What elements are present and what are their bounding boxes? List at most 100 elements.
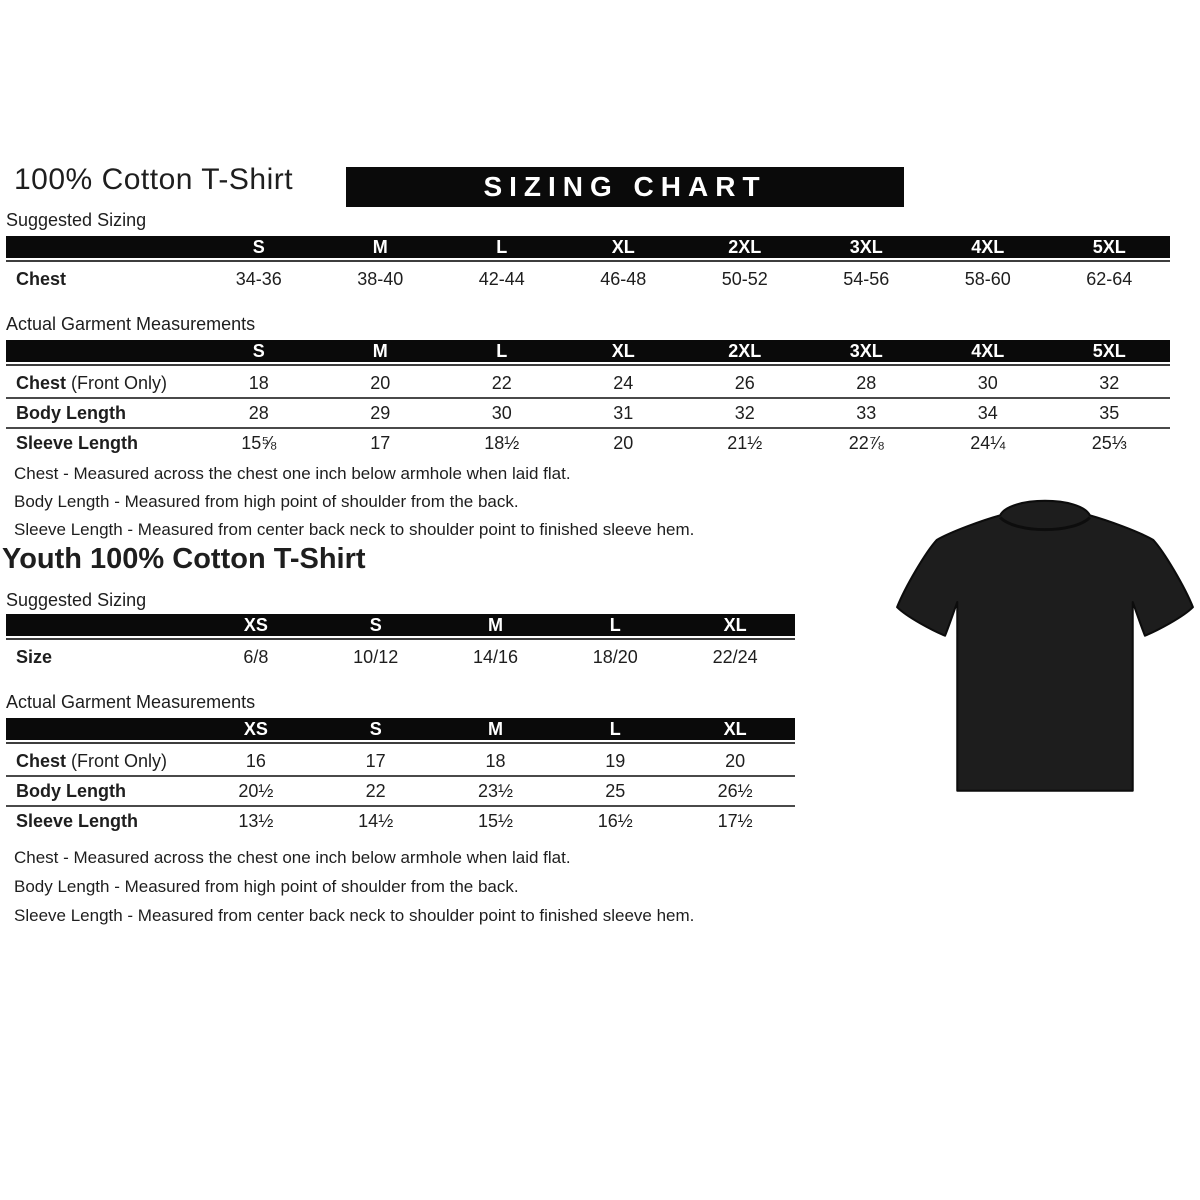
table-cell: 15½ <box>477 810 514 831</box>
row-label: Chest (Front Only) <box>16 750 168 771</box>
adult-heading: 100% Cotton T-Shirt <box>14 163 294 196</box>
adult-measurements-table: S M L XL 2XL 3XL 4XL 5XL Chest (Front Only) 18 20 2… <box>6 340 1170 457</box>
row-label-strong: Body Length <box>16 780 126 801</box>
table-cell: 31 <box>613 402 634 423</box>
row-label-strong: Body Length <box>16 402 126 423</box>
youth-suggested-table: XS S M L XL Size 6/8 10/12 14/16 18/20 22/24 <box>6 614 795 671</box>
table-cell: 50-52 <box>721 268 768 289</box>
table-cell: 15⅝ <box>241 432 277 453</box>
table-row: Chest 34-36 38-40 42-44 46-48 50-52 54-56 58-60… <box>6 265 1170 293</box>
table-cell: 26 <box>734 372 755 393</box>
table-row: Body Length 28 29 30 31 32 33 34 35 <box>6 397 1170 427</box>
table-cell: 17 <box>370 432 391 453</box>
column-header: 2XL <box>728 340 762 361</box>
column-header: S <box>369 718 382 739</box>
column-header: 4XL <box>971 236 1005 257</box>
column-header: S <box>369 614 382 635</box>
column-header: 3XL <box>849 340 883 361</box>
table-cell: 30 <box>977 372 998 393</box>
tshirt-collar-icon <box>999 516 1091 532</box>
table-cell: 28 <box>248 402 269 423</box>
youth-measurements-label: Actual Garment Measurements <box>6 692 256 712</box>
table-cell: 62-64 <box>1086 268 1133 289</box>
note-line: Sleeve Length - Measured from center bac… <box>14 520 695 539</box>
row-label: Sleeve Length <box>6 433 198 454</box>
table-cell: 54-56 <box>843 268 890 289</box>
table-cell: 17½ <box>717 810 753 831</box>
table-cell: 32 <box>734 402 755 423</box>
table-row: Chest (Front Only) 18 20 22 24 26 28 30 32 <box>6 369 1170 397</box>
table-cell: 23½ <box>477 780 514 801</box>
table-cell: 18 <box>485 750 506 771</box>
tshirt-silhouette <box>896 499 1194 792</box>
tshirt-image <box>896 499 1194 792</box>
column-header: XS <box>243 718 268 739</box>
table-cell: 21½ <box>727 432 763 453</box>
table-cell: 18 <box>248 372 269 393</box>
table-cell: 46-48 <box>600 268 647 289</box>
row-label-strong: Sleeve Length <box>16 432 139 453</box>
table-cell: 29 <box>370 402 391 423</box>
column-header: XL <box>723 718 747 739</box>
column-header: S <box>252 236 265 257</box>
row-label-strong: Chest <box>16 372 67 393</box>
column-header: XL <box>611 340 635 361</box>
column-header: 4XL <box>971 340 1005 361</box>
table-cell: 42-44 <box>478 268 525 289</box>
table-cell: 18/20 <box>592 646 638 667</box>
table-cell: 16½ <box>597 810 633 831</box>
table-cell: 20½ <box>238 780 274 801</box>
row-label-strong: Sleeve Length <box>16 810 139 831</box>
table-cell: 10/12 <box>353 646 399 667</box>
table-cell: 20 <box>370 372 391 393</box>
column-header: M <box>487 614 503 635</box>
table-cell: 30 <box>491 402 512 423</box>
note-line: Sleeve Length - Measured from center bac… <box>14 906 695 925</box>
column-header: 5XL <box>1092 340 1126 361</box>
table-cell: 24¼ <box>970 432 1006 453</box>
table-cell: 32 <box>1099 372 1120 393</box>
column-header: M <box>372 340 388 361</box>
table-cell: 22⅞ <box>848 432 884 453</box>
column-header: XL <box>723 614 747 635</box>
table-row: Chest (Front Only) 16 17 18 19 20 <box>6 747 795 775</box>
row-label-strong: Chest <box>16 750 67 771</box>
table-row: Sleeve Length 13½ 14½ 15½ 16½ 17½ <box>6 805 795 835</box>
table-header-row: XS S M L XL <box>6 718 795 742</box>
table-cell: 6/8 <box>243 646 269 667</box>
adult-suggested-label: Suggested Sizing <box>6 210 147 230</box>
row-label-strong: Chest <box>16 268 67 289</box>
adult-measurements-label: Actual Garment Measurements <box>6 314 256 334</box>
note-line: Chest - Measured across the chest one in… <box>14 464 571 483</box>
table-cell: 58-60 <box>964 268 1011 289</box>
row-label: Chest <box>6 269 198 290</box>
banner-title: SIZING CHART <box>483 171 767 202</box>
column-header: S <box>252 340 265 361</box>
table-cell: 17 <box>365 750 386 771</box>
table-header-row: S M L XL 2XL 3XL 4XL 5XL <box>6 340 1170 364</box>
table-cell: 14/16 <box>472 646 519 667</box>
column-header: L <box>496 236 508 257</box>
youth-measurements-table: XS S M L XL Chest (Front Only) 16 17 18 19 20 Body … <box>6 718 795 835</box>
adult-notes: Chest - Measured across the chest one in… <box>14 460 694 544</box>
table-cell: 14½ <box>358 810 394 831</box>
table-row: Sleeve Length 15⅝ 17 18½ 20 21½ 22⅞ 24¼ 25⅓ <box>6 427 1170 457</box>
column-header: XL <box>611 236 635 257</box>
table-cell: 34 <box>977 402 998 423</box>
row-label-strong: Size <box>16 646 53 667</box>
column-header: M <box>372 236 388 257</box>
table-cell: 24 <box>613 372 634 393</box>
youth-heading: Youth 100% Cotton T-Shirt <box>2 543 366 575</box>
youth-notes: Chest - Measured across the chest one in… <box>14 843 694 930</box>
sizing-chart-banner: SIZING CHART <box>346 167 904 207</box>
table-cell: 38-40 <box>357 268 404 289</box>
table-row: Body Length 20½ 22 23½ 25 26½ <box>6 775 795 805</box>
table-cell: 22/24 <box>712 646 758 667</box>
table-cell: 22 <box>365 780 386 801</box>
table-cell: 26½ <box>717 780 753 801</box>
table-cell: 22 <box>491 372 512 393</box>
column-header: M <box>487 718 503 739</box>
table-cell: 20 <box>613 432 634 453</box>
column-header: L <box>496 340 508 361</box>
